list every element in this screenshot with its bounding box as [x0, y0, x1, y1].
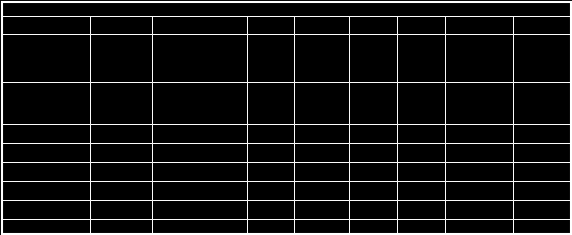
Bar — [444, 200, 513, 219]
Bar — [513, 16, 570, 34]
Bar — [396, 161, 444, 180]
Bar — [396, 200, 444, 219]
Bar — [247, 34, 293, 82]
Bar — [444, 34, 513, 82]
Bar — [293, 219, 348, 235]
Bar — [348, 82, 396, 124]
Bar — [2, 34, 89, 82]
Bar — [348, 124, 396, 142]
Bar — [89, 200, 152, 219]
Bar — [396, 16, 444, 34]
Bar — [348, 161, 396, 180]
Bar — [513, 82, 570, 124]
Bar — [247, 200, 293, 219]
Bar — [293, 16, 348, 34]
Bar — [513, 34, 570, 82]
Bar — [348, 200, 396, 219]
Bar — [348, 142, 396, 161]
Bar — [152, 124, 247, 142]
Bar — [89, 82, 152, 124]
Bar — [2, 142, 89, 161]
Bar — [444, 124, 513, 142]
Bar — [89, 219, 152, 235]
Bar — [152, 34, 247, 82]
Bar — [293, 161, 348, 180]
Bar — [348, 180, 396, 200]
Bar — [293, 82, 348, 124]
Bar — [444, 82, 513, 124]
Bar — [247, 219, 293, 235]
Bar — [152, 180, 247, 200]
Bar — [89, 16, 152, 34]
Bar — [396, 219, 444, 235]
Bar — [152, 82, 247, 124]
Bar — [152, 200, 247, 219]
Bar — [348, 219, 396, 235]
Bar — [293, 142, 348, 161]
Bar — [513, 124, 570, 142]
Bar — [444, 161, 513, 180]
Bar — [444, 219, 513, 235]
Bar — [2, 219, 89, 235]
Bar — [89, 142, 152, 161]
Bar — [293, 200, 348, 219]
Bar — [152, 142, 247, 161]
Bar — [513, 180, 570, 200]
Bar — [247, 142, 293, 161]
Bar — [293, 34, 348, 82]
Bar — [293, 124, 348, 142]
Bar — [89, 180, 152, 200]
Bar — [396, 124, 444, 142]
Bar — [396, 82, 444, 124]
Bar — [247, 180, 293, 200]
Bar — [89, 124, 152, 142]
Bar — [396, 34, 444, 82]
Bar — [2, 1, 570, 16]
Bar — [247, 16, 293, 34]
Bar — [89, 34, 152, 82]
Bar — [444, 180, 513, 200]
Bar — [513, 200, 570, 219]
Bar — [247, 124, 293, 142]
Bar — [2, 200, 89, 219]
Bar — [152, 161, 247, 180]
Bar — [152, 16, 247, 34]
Bar — [152, 219, 247, 235]
Bar — [513, 142, 570, 161]
Bar — [444, 142, 513, 161]
Bar — [2, 16, 89, 34]
Bar — [513, 161, 570, 180]
Bar — [2, 82, 89, 124]
Bar — [89, 161, 152, 180]
Bar — [348, 16, 396, 34]
Bar — [2, 180, 89, 200]
Bar — [2, 161, 89, 180]
Bar — [247, 82, 293, 124]
Bar — [396, 142, 444, 161]
Bar — [293, 180, 348, 200]
Bar — [2, 124, 89, 142]
Bar — [513, 219, 570, 235]
Bar — [444, 16, 513, 34]
Bar — [396, 180, 444, 200]
Bar — [247, 161, 293, 180]
Bar — [348, 34, 396, 82]
